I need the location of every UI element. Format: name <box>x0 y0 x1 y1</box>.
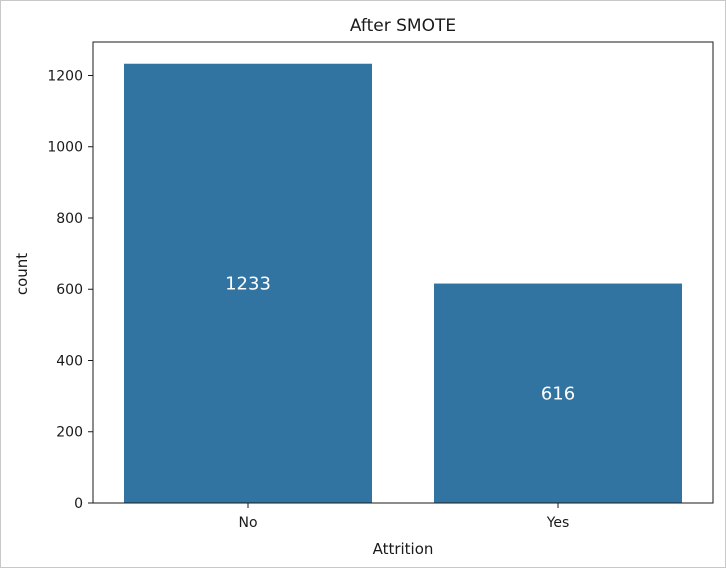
plot-area-border <box>92 41 714 504</box>
data-labels-layer: 1233 616 <box>225 273 575 404</box>
x-tick-label: Yes <box>546 515 570 531</box>
y-tick-label: 0 <box>74 496 83 512</box>
y-tick-label: 600 <box>56 282 83 298</box>
chart-title: After SMOTE <box>350 16 456 36</box>
bars-layer <box>124 63 682 503</box>
x-axis-label: Attrition <box>373 540 434 558</box>
data-label-yes: 616 <box>541 383 575 404</box>
y-tick-label: 800 <box>56 211 83 227</box>
y-tick-label: 1200 <box>47 68 83 84</box>
y-tick-label: 200 <box>56 425 83 441</box>
x-tick-label: No <box>238 515 257 531</box>
y-tick-label: 1000 <box>47 140 83 156</box>
axes-layer <box>92 41 714 504</box>
data-label-no: 1233 <box>225 273 271 294</box>
bar-yes <box>434 283 682 503</box>
y-axis-label: count <box>13 253 31 295</box>
y-tick-label: 400 <box>56 353 83 369</box>
bar-no <box>124 63 372 503</box>
ticks-layer: No Yes 0 200 400 600 800 1000 1200 <box>47 68 569 531</box>
